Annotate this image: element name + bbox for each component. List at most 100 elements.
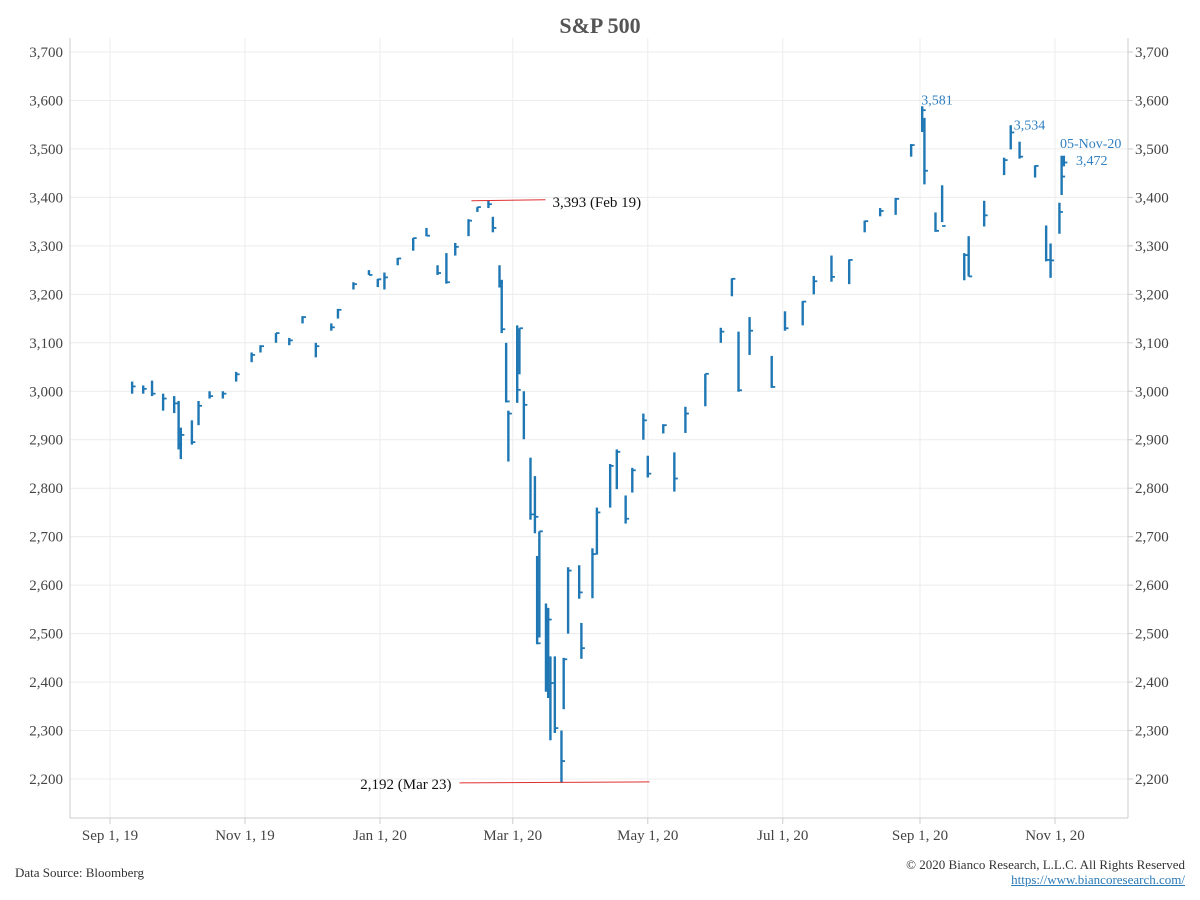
y-tick-label-left: 3,200 bbox=[29, 287, 63, 303]
ohlc-bar bbox=[234, 371, 240, 382]
last-value-label: 3,472 bbox=[1076, 154, 1108, 169]
ohlc-bar bbox=[538, 530, 543, 638]
ohlc-bar bbox=[934, 212, 939, 232]
ohlc-bar bbox=[553, 656, 559, 733]
ohlc-bar bbox=[1049, 243, 1055, 278]
ohlc-bar bbox=[500, 279, 506, 334]
ohlc-bar bbox=[608, 463, 614, 508]
ohlc-bar bbox=[518, 327, 523, 375]
high-sep-label: 3,581 bbox=[921, 94, 953, 109]
ohlc-bar bbox=[454, 242, 459, 256]
ohlc-bar bbox=[504, 342, 510, 403]
ohlc-bar bbox=[491, 216, 497, 233]
ohlc-bar bbox=[259, 345, 264, 353]
y-tick-label-left: 3,500 bbox=[29, 142, 63, 158]
axes: 2,200 2,200 2,300 2,300 2,400 2,400 2,500 2,500… bbox=[29, 38, 1169, 844]
ohlc-bar bbox=[274, 332, 280, 343]
ohlc-bar bbox=[662, 424, 667, 434]
ohlc-bar bbox=[1018, 141, 1024, 159]
chart-title: S&P 500 bbox=[559, 13, 640, 38]
ohlc-bar bbox=[314, 342, 320, 358]
ohlc-bar bbox=[615, 449, 621, 490]
ohlc-bar bbox=[719, 327, 725, 343]
ohlc-bar bbox=[221, 391, 227, 399]
ohlc-bar bbox=[535, 556, 541, 645]
y-tick-label-left: 3,600 bbox=[29, 93, 63, 109]
ohlc-bar bbox=[591, 548, 596, 599]
y-tick-label-right: 2,400 bbox=[1135, 675, 1169, 691]
ohlc-bar bbox=[704, 372, 709, 407]
y-tick-label-left: 3,700 bbox=[29, 45, 63, 61]
x-tick-label: Jul 1, 20 bbox=[757, 828, 808, 844]
ohlc-bar bbox=[208, 391, 214, 399]
x-tick-label: Jan 1, 20 bbox=[353, 828, 407, 844]
ohlc-bar bbox=[595, 507, 601, 555]
y-tick-label-right: 3,200 bbox=[1135, 287, 1169, 303]
y-tick-label-right: 3,700 bbox=[1135, 45, 1169, 61]
ohlc-bar bbox=[770, 355, 776, 388]
ohlc-bar bbox=[197, 400, 203, 426]
ohlc-bar bbox=[566, 567, 572, 634]
y-tick-label-left: 2,700 bbox=[29, 530, 63, 546]
y-tick-label-right: 2,700 bbox=[1135, 530, 1169, 546]
ohlc-bar bbox=[383, 272, 388, 290]
ohlc-bar bbox=[1060, 155, 1066, 195]
ohlc-bar bbox=[529, 457, 534, 520]
ohlc-bar bbox=[830, 255, 835, 282]
y-tick-label-left: 2,600 bbox=[29, 578, 63, 594]
y-tick-label-left: 2,500 bbox=[29, 627, 63, 643]
ohlc-bar bbox=[577, 565, 583, 599]
ohlc-bar bbox=[737, 331, 743, 392]
ohlc-bar bbox=[411, 237, 417, 251]
price-bars bbox=[130, 106, 1068, 783]
ohlc-bar bbox=[533, 476, 539, 534]
y-tick-label-right: 3,300 bbox=[1135, 239, 1169, 255]
ohlc-bar bbox=[801, 300, 807, 326]
ohlc-bar bbox=[1044, 225, 1050, 262]
ohlc-bar bbox=[476, 206, 481, 212]
y-tick-label-left: 3,100 bbox=[29, 336, 63, 352]
ohlc-bar bbox=[352, 282, 357, 290]
ohlc-bar bbox=[783, 311, 789, 331]
ohlc-bar bbox=[967, 236, 973, 278]
x-tick-label: Nov 1, 19 bbox=[215, 828, 275, 844]
ohlc-bar bbox=[179, 427, 185, 460]
ohlc-bar bbox=[560, 730, 565, 783]
x-tick-label: Nov 1, 20 bbox=[1025, 828, 1085, 844]
y-tick-label-right: 2,800 bbox=[1135, 481, 1169, 497]
ohlc-bar bbox=[161, 393, 167, 411]
ohlc-bar bbox=[963, 253, 968, 281]
y-tick-label-left: 2,400 bbox=[29, 675, 63, 691]
ohlc-bar bbox=[982, 200, 988, 227]
y-tick-label-right: 2,900 bbox=[1135, 433, 1169, 449]
x-tick-label: Sep 1, 20 bbox=[892, 828, 948, 844]
ohlc-bar bbox=[878, 208, 884, 217]
high-oct-label: 3,534 bbox=[1014, 118, 1046, 133]
ohlc-bar bbox=[940, 185, 946, 227]
website-link[interactable]: https://www.biancoresearch.com/ bbox=[1011, 872, 1185, 887]
annotations: 3,393 (Feb 19) 2,192 (Mar 23) 3,581 3,534 05… bbox=[360, 94, 1121, 793]
ohlc-bar bbox=[172, 396, 178, 414]
ohlc-bar bbox=[516, 325, 521, 403]
ohlc-bar bbox=[190, 420, 196, 445]
ohlc-bar bbox=[631, 467, 636, 493]
peak-reference-line bbox=[471, 199, 546, 202]
y-tick-label-right: 2,200 bbox=[1135, 772, 1169, 788]
ohlc-bar bbox=[141, 385, 147, 394]
ohlc-bar bbox=[250, 352, 256, 363]
y-tick-label-right: 3,000 bbox=[1135, 384, 1169, 400]
ohlc-bar bbox=[549, 656, 554, 741]
y-tick-label-right: 3,500 bbox=[1135, 142, 1169, 158]
y-tick-label-right: 2,300 bbox=[1135, 724, 1169, 740]
y-tick-label-right: 2,600 bbox=[1135, 578, 1169, 594]
ohlc-bar bbox=[336, 308, 342, 319]
x-tick-label: Sep 1, 19 bbox=[82, 828, 138, 844]
ohlc-bar bbox=[330, 323, 335, 331]
copyright: © 2020 Bianco Research, L.L.C. All Right… bbox=[906, 857, 1185, 872]
ohlc-bar bbox=[863, 220, 869, 233]
y-tick-label-left: 2,200 bbox=[29, 772, 63, 788]
ohlc-bar bbox=[288, 337, 293, 346]
ohlc-bar bbox=[673, 452, 678, 492]
ohlc-bar bbox=[562, 657, 568, 710]
